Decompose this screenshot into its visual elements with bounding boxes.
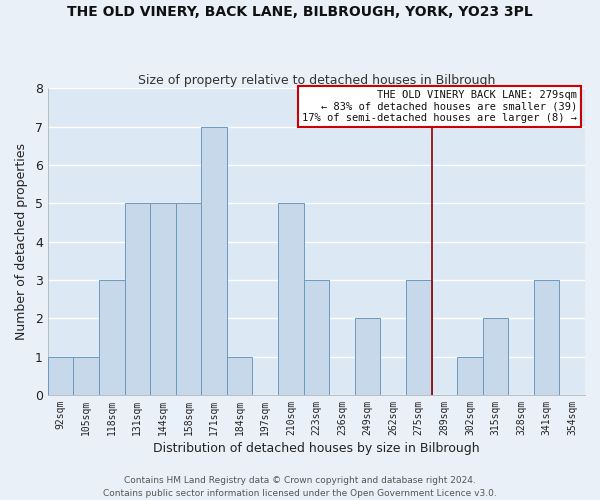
Bar [48, 356, 73, 395]
Bar [355, 318, 380, 395]
Title: Size of property relative to detached houses in Bilbrough: Size of property relative to detached ho… [138, 74, 495, 87]
Bar [482, 318, 508, 395]
Bar [176, 203, 201, 395]
Bar [99, 280, 125, 395]
Bar [150, 203, 176, 395]
Bar [278, 203, 304, 395]
Bar [304, 280, 329, 395]
Text: THE OLD VINERY BACK LANE: 279sqm
← 83% of detached houses are smaller (39)
17% o: THE OLD VINERY BACK LANE: 279sqm ← 83% o… [302, 90, 577, 123]
Y-axis label: Number of detached properties: Number of detached properties [15, 143, 28, 340]
Text: Contains HM Land Registry data © Crown copyright and database right 2024.
Contai: Contains HM Land Registry data © Crown c… [103, 476, 497, 498]
Text: THE OLD VINERY, BACK LANE, BILBROUGH, YORK, YO23 3PL: THE OLD VINERY, BACK LANE, BILBROUGH, YO… [67, 5, 533, 19]
Bar [73, 356, 99, 395]
Bar [201, 126, 227, 395]
Bar [227, 356, 253, 395]
Bar [457, 356, 482, 395]
Bar [534, 280, 559, 395]
Bar [406, 280, 431, 395]
X-axis label: Distribution of detached houses by size in Bilbrough: Distribution of detached houses by size … [153, 442, 480, 455]
Bar [125, 203, 150, 395]
